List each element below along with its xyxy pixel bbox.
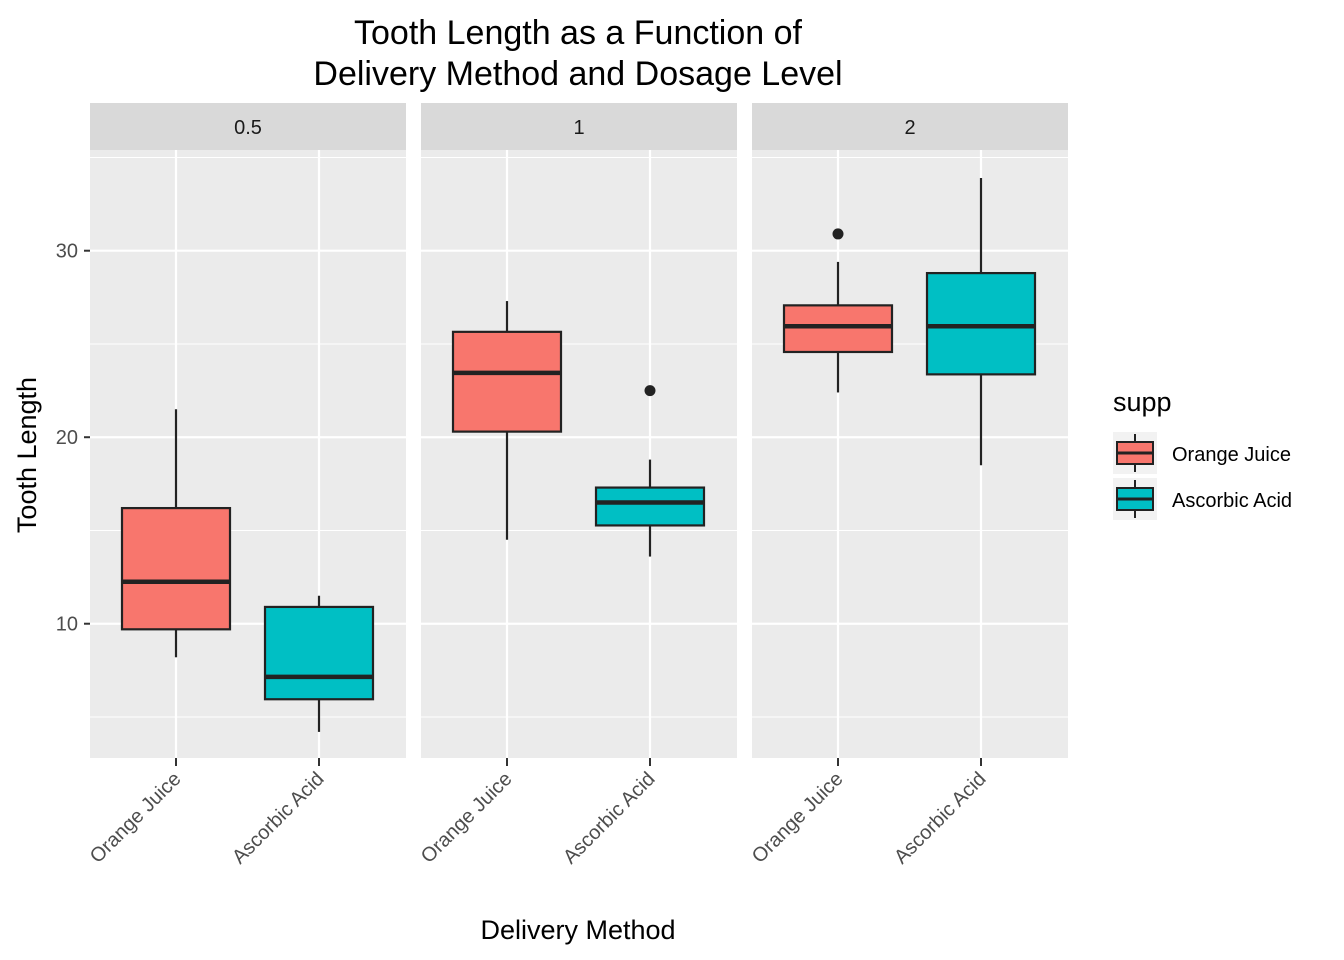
legend-label: Orange Juice <box>1172 444 1291 466</box>
box-iqr <box>594 486 706 527</box>
legend-title: supp <box>1113 387 1172 417</box>
outlier-point <box>832 228 844 240</box>
y-tick-label: 30 <box>56 241 78 263</box>
box-iqr <box>782 304 894 354</box>
outlier-point <box>644 385 656 397</box>
box-iqr <box>925 271 1037 376</box>
chart-title-line-1: Tooth Length as a Function of <box>354 14 803 52</box>
facet-strip <box>421 103 737 150</box>
box-orange-juice <box>782 228 894 393</box>
box-iqr <box>120 506 232 631</box>
x-axis-title: Delivery Method <box>480 915 675 945</box>
panel-background <box>421 150 737 758</box>
box-orange-juice <box>120 409 232 658</box>
box-iqr <box>451 330 563 433</box>
box-ascorbic-acid <box>263 595 375 732</box>
facet-strip-label: 2 <box>904 117 915 139</box>
legend-label: Ascorbic Acid <box>1172 490 1292 512</box>
y-axis-title: Tooth Length <box>12 377 42 533</box>
panel-background <box>752 150 1068 758</box>
y-tick-label: 20 <box>56 427 78 449</box>
legend-item: Orange Juice <box>1113 432 1291 474</box>
facet-strip <box>90 103 406 150</box>
facet-strip-label: 1 <box>573 117 584 139</box>
chart-title-line-2: Delivery Method and Dosage Level <box>313 55 842 93</box>
facet-strip <box>752 103 1068 150</box>
facet-strip-label: 0.5 <box>234 117 262 139</box>
box-orange-juice <box>451 301 563 540</box>
legend: supp Orange Juice Ascorbic Acid <box>1113 387 1292 520</box>
box-ascorbic-acid <box>925 177 1037 466</box>
y-tick-label: 10 <box>56 614 78 636</box>
box-ascorbic-acid <box>594 385 706 557</box>
box-iqr <box>263 605 375 701</box>
legend-item: Ascorbic Acid <box>1113 478 1292 520</box>
